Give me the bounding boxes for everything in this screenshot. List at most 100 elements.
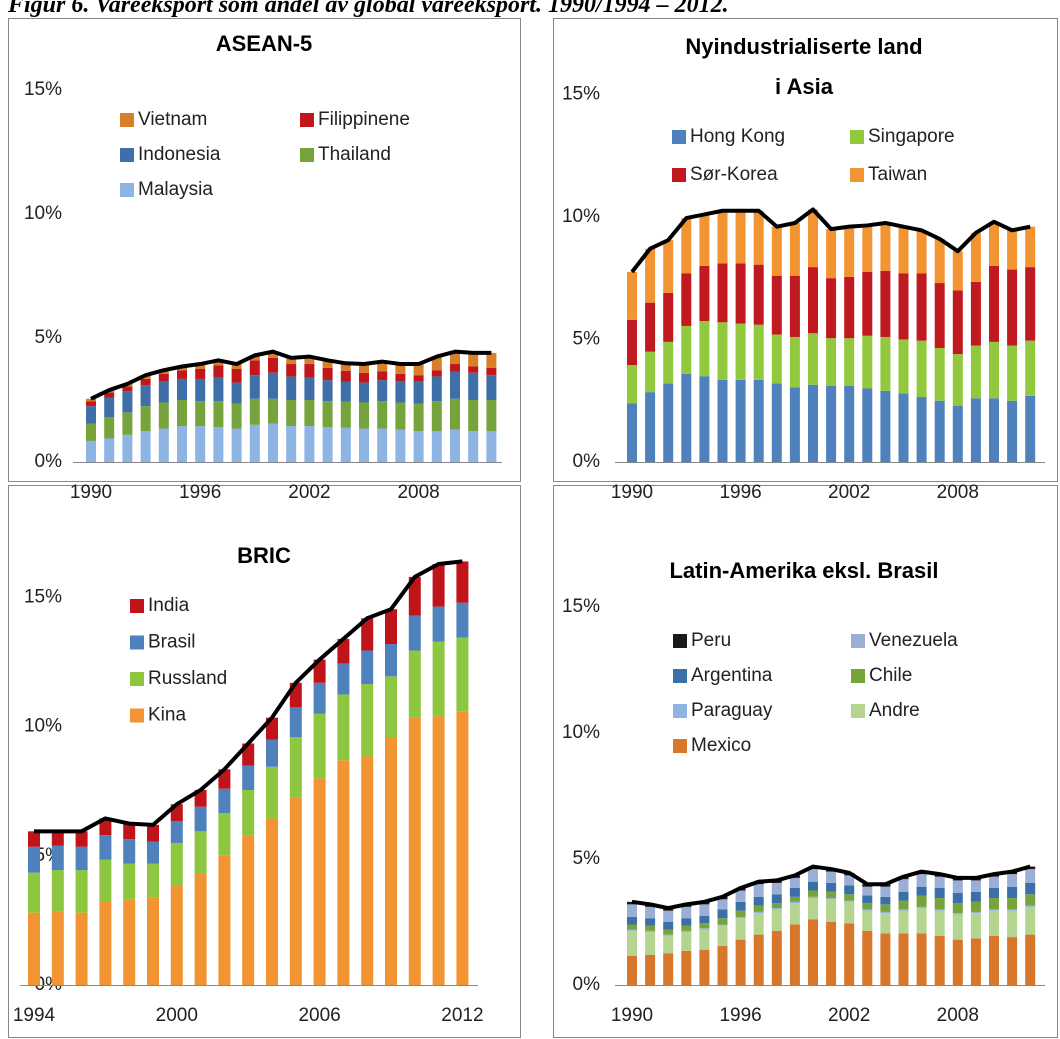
bar-segment — [880, 911, 891, 914]
bar-segment — [313, 778, 326, 985]
bar-segment — [989, 887, 999, 899]
bar-segment — [989, 221, 999, 266]
bar-segment — [753, 379, 764, 462]
bar-segment — [681, 373, 692, 462]
x-tick-label: 2000 — [156, 1005, 198, 1026]
bar-segment — [862, 903, 873, 910]
panel-border — [553, 18, 1058, 482]
bar-segment — [952, 893, 963, 904]
bar-segment — [753, 884, 764, 897]
bar-segment — [140, 431, 151, 462]
bar-segment — [789, 901, 800, 904]
bar-segment — [934, 887, 945, 899]
bar-segment — [645, 351, 656, 393]
bar-segment — [395, 429, 406, 462]
bar-segment — [627, 365, 637, 404]
bar-segment — [898, 393, 909, 462]
bar-segment — [681, 918, 692, 926]
bar-segment — [952, 903, 963, 914]
bar-segment — [359, 402, 369, 429]
bar-segment — [286, 400, 297, 427]
x-tick-label: 1990 — [611, 482, 653, 503]
bar-segment — [28, 872, 40, 913]
bar-segment — [663, 935, 674, 954]
bar-segment — [147, 897, 159, 985]
bar-segment — [75, 870, 88, 913]
legend-label: Peru — [691, 630, 731, 651]
bar-segment — [789, 924, 800, 985]
bar-segment — [753, 913, 764, 935]
x-tick-label: 1990 — [611, 1005, 653, 1026]
y-tick-label: 5% — [573, 848, 601, 869]
bar-segment — [450, 371, 460, 399]
y-tick-label: 15% — [24, 587, 62, 608]
bar-segment — [898, 900, 909, 910]
bar-segment — [337, 663, 350, 695]
bar-segment — [195, 369, 206, 379]
bar-segment — [231, 428, 242, 462]
bar-segment — [880, 904, 891, 912]
bar-segment — [663, 910, 674, 922]
bar-segment — [699, 265, 710, 322]
bar-segment — [735, 939, 746, 985]
legend-swatch — [120, 148, 134, 162]
bar-segment — [771, 226, 782, 276]
bar-segment — [194, 806, 207, 832]
bar-segment — [242, 789, 255, 836]
y-tick-label: 5% — [35, 327, 63, 348]
bar-segment — [844, 276, 855, 339]
bar-segment — [1007, 886, 1018, 899]
bar-segment — [456, 602, 469, 638]
bar-segment — [1025, 267, 1036, 341]
bar-segment — [862, 335, 873, 389]
bar-segment — [880, 390, 891, 462]
bar-segment — [140, 385, 151, 407]
bar-segment — [170, 842, 183, 886]
bar-segment — [898, 273, 909, 340]
bar-segment — [413, 381, 424, 404]
bar-segment — [268, 398, 278, 424]
bar-segment — [86, 423, 96, 441]
bar-segment — [808, 896, 818, 899]
bar-segment — [970, 913, 981, 939]
total-line — [631, 864, 1031, 911]
bar-segment — [681, 930, 692, 933]
bar-segment — [753, 911, 764, 914]
chart-title: i Asia — [775, 74, 834, 99]
bar-segment — [627, 924, 637, 930]
bar-segment — [735, 323, 746, 380]
bar-segment — [898, 933, 909, 985]
x-tick-label: 1996 — [179, 482, 221, 503]
bar-segment — [147, 841, 159, 864]
bar-segment — [970, 880, 981, 892]
bar-segment — [104, 417, 115, 439]
bar-segment — [304, 356, 315, 365]
bar-segment — [486, 352, 497, 368]
bar-segment — [826, 891, 837, 899]
legend-swatch — [130, 672, 144, 686]
bar-segment — [1025, 894, 1036, 906]
bar-segment — [826, 882, 837, 892]
bar-segment — [140, 406, 151, 431]
legend-swatch — [672, 168, 686, 182]
bar-segment — [231, 403, 242, 429]
bar-segment — [359, 428, 369, 462]
bar-segment — [75, 846, 88, 871]
bar-segment — [898, 909, 909, 911]
legend-label: India — [148, 595, 190, 616]
bar-segment — [377, 428, 388, 462]
legend-label: Brasil — [148, 632, 196, 653]
bar-segment — [266, 818, 278, 985]
bar-segment — [970, 911, 981, 914]
bar-segment — [266, 766, 278, 819]
bar-segment — [213, 360, 224, 366]
bar-segment — [377, 371, 388, 381]
bar-segment — [699, 928, 710, 930]
bar-segment — [195, 364, 206, 369]
bar-segment — [916, 886, 927, 896]
bar-segment — [735, 916, 746, 919]
bar-segment — [99, 835, 112, 860]
bar-segment — [361, 756, 374, 985]
x-tick-label: 2008 — [937, 482, 979, 503]
